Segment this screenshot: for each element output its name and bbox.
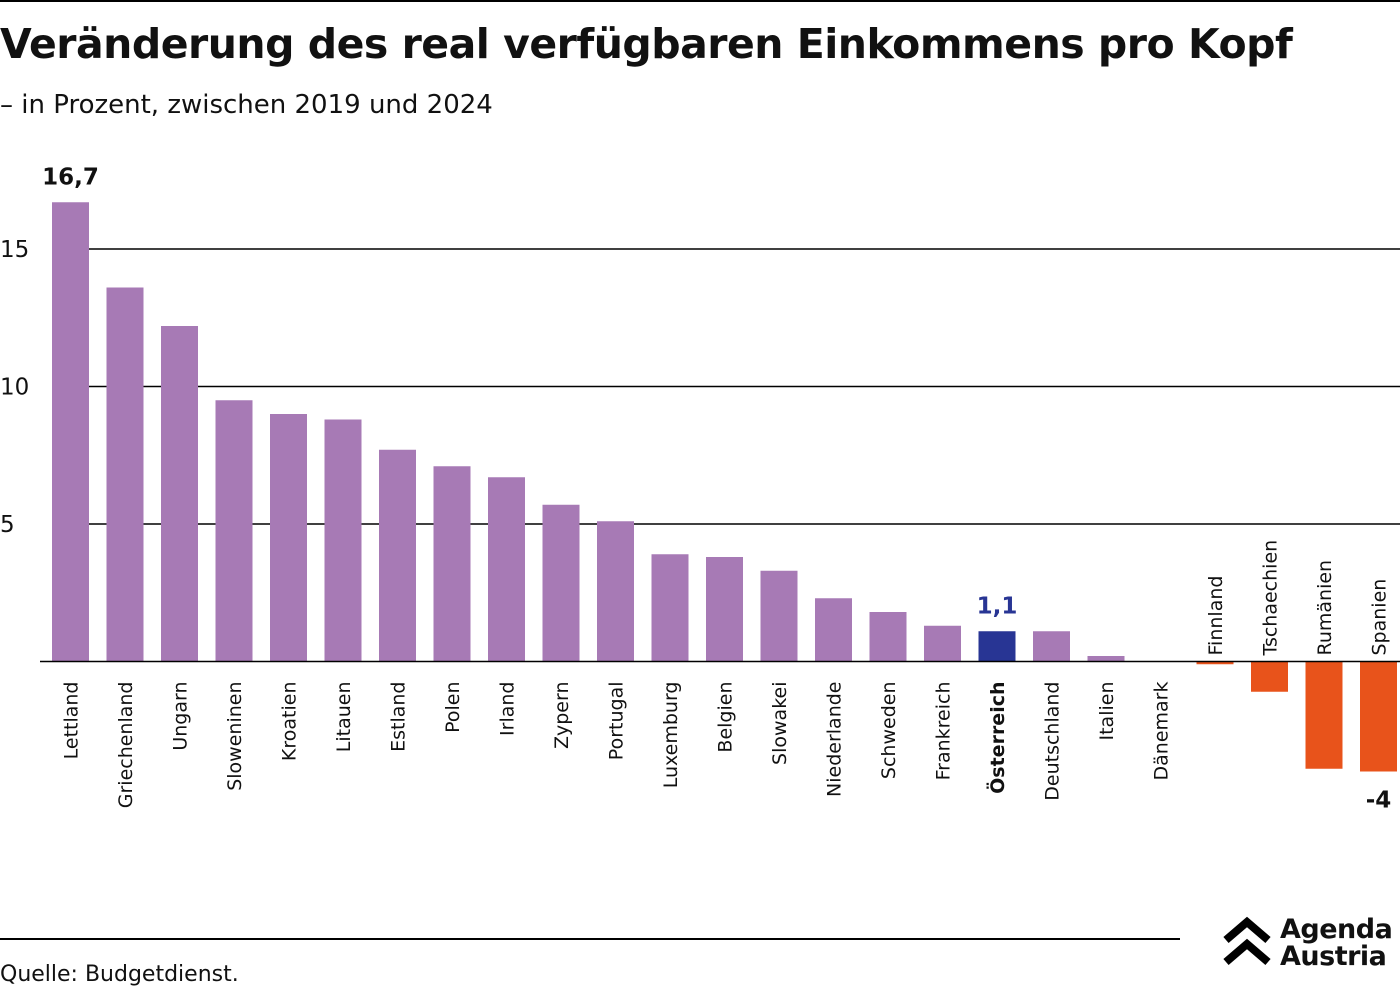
logo-line-1: Agenda	[1280, 914, 1393, 945]
bar-tschaechien	[1251, 661, 1288, 692]
chevron-up-logo-icon	[1223, 916, 1271, 966]
bar-estland	[379, 449, 416, 662]
bar-niederlande	[815, 598, 852, 662]
x-tick-label-belgien: Belgien	[715, 682, 737, 753]
bar-chart: 5 10 15 Lettland 16,7 Griechenland Ungarn Slowe…	[0, 164, 1400, 814]
x-tick-label-griechenland: Griechenland	[115, 682, 137, 809]
bar-finnland	[1196, 661, 1234, 665]
bar-slowakei	[760, 570, 798, 662]
x-tick-label-polen: Polen	[442, 682, 464, 733]
chart-title: Veränderung des real verfügbaren Einkomm…	[0, 20, 1293, 68]
y-tick-label-15: 15	[0, 237, 29, 263]
bar-kroatien	[270, 414, 307, 662]
bar-frankreich	[924, 625, 961, 662]
x-tick-label-osterreich: Österreich	[985, 682, 1009, 794]
x-tick-label-deutschland: Deutschland	[1042, 682, 1064, 801]
x-tick-label-schweden: Schweden	[878, 682, 900, 780]
data-label-osterreich: 1,1	[977, 593, 1018, 619]
chart-subtitle: – in Prozent, zwischen 2019 und 2024	[0, 90, 493, 120]
bar-osterreich	[978, 631, 1016, 662]
bar-spanien	[1360, 661, 1397, 772]
x-tick-label-estland: Estland	[388, 682, 410, 752]
x-tick-label-rumanien: Rumänien	[1314, 560, 1336, 656]
x-tick-label-frankreich: Frankreich	[933, 682, 955, 781]
bar-portugal	[597, 521, 634, 662]
logo-text: Agenda Austria	[1280, 914, 1393, 972]
x-tick-label-litauen: Litauen	[333, 682, 355, 753]
x-tick-label-sloweninen: Sloweninen	[224, 682, 246, 791]
x-tick-label-zypern: Zypern	[551, 682, 573, 750]
x-tick-label-portugal: Portugal	[606, 682, 628, 761]
x-tick-label-lettland: Lettland	[61, 682, 83, 760]
bar-belgien	[706, 557, 743, 662]
x-tick-label-italien: Italien	[1096, 682, 1118, 741]
bar-luxemburg	[651, 554, 689, 662]
bar-irland	[488, 477, 525, 662]
logo-line-2: Austria	[1280, 941, 1387, 972]
footer-rule	[0, 938, 1180, 940]
bar-italien	[1087, 656, 1125, 662]
bar-schweden	[869, 612, 907, 662]
bar-zypern	[542, 504, 580, 662]
source-note: Quelle: Budgetdienst.	[0, 962, 239, 987]
x-tick-label-tschaechien: Tschaechien	[1260, 540, 1282, 657]
bar-lettland	[52, 202, 89, 662]
x-tick-label-irland: Irland	[497, 682, 519, 736]
x-tick-label-luxemburg: Luxemburg	[660, 682, 682, 789]
data-label-lettland: 16,7	[42, 164, 99, 190]
top-rule	[0, 0, 1400, 2]
y-tick-label-5: 5	[0, 512, 15, 538]
bar-ungarn	[161, 326, 198, 662]
data-label-spanien: -4	[1366, 788, 1392, 814]
x-tick-label-slowakei: Slowakei	[769, 682, 791, 765]
x-tick-label-ungarn: Ungarn	[170, 682, 192, 751]
x-tick-label-niederlande: Niederlande	[824, 682, 846, 797]
agenda-austria-logo: Agenda Austria	[1222, 914, 1400, 974]
x-tick-label-spanien: Spanien	[1369, 579, 1391, 656]
x-tick-label-kroatien: Kroatien	[279, 682, 301, 762]
bar-deutschland	[1033, 631, 1070, 662]
bar-polen	[433, 466, 471, 662]
bar-rumanien	[1305, 661, 1343, 769]
y-tick-label-10: 10	[0, 375, 29, 401]
x-tick-label-danemark: Dänemark	[1151, 682, 1173, 781]
bar-sloweninen	[215, 400, 253, 662]
x-tick-label-finnland: Finnland	[1205, 576, 1227, 656]
bar-griechenland	[106, 287, 144, 662]
bar-litauen	[324, 419, 362, 662]
